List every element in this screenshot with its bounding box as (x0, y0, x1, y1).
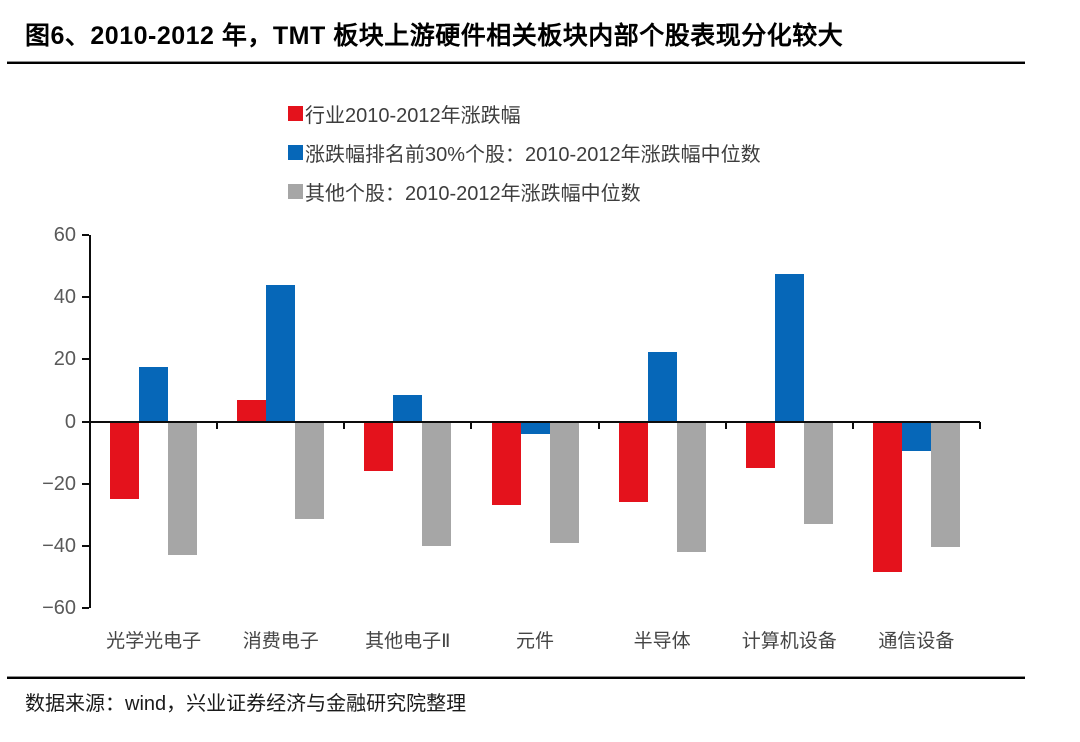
bar (774, 273, 804, 422)
y-axis-tick (82, 544, 89, 547)
y-axis-tick (82, 358, 89, 361)
y-axis-tick-label: −60 (42, 597, 76, 619)
y-axis-tick-label: 0 (64, 410, 76, 433)
x-axis-tick (851, 421, 854, 429)
bar (618, 421, 648, 503)
bar (549, 421, 579, 543)
legend-item: 其他个股：2010-2012年涨跌幅中位数 (288, 178, 761, 205)
legend-item: 涨跌幅排名前30%个股：2010-2012年涨跌幅中位数 (288, 139, 761, 166)
bar (676, 421, 706, 553)
y-axis-tick-label: 60 (53, 224, 76, 246)
x-axis-line (90, 420, 980, 423)
bar (266, 284, 296, 422)
bar (364, 421, 394, 472)
bar (491, 421, 521, 506)
source-note: 数据来源：wind，兴业证券经济与金融研究院整理 (25, 693, 467, 715)
y-axis-tick-label: −40 (42, 534, 76, 557)
y-axis-tick (82, 482, 89, 485)
category-label: 计算机设备 (741, 631, 837, 652)
bar (110, 421, 140, 500)
y-axis-tick (82, 420, 89, 423)
x-axis-tick (216, 421, 219, 429)
bar (647, 351, 677, 422)
title-rule (7, 61, 1025, 64)
category-label: 消费电子 (242, 631, 319, 652)
bar (393, 395, 423, 422)
category-label: 通信设备 (878, 631, 955, 652)
bar (295, 421, 325, 520)
legend-marker-icon (288, 184, 303, 199)
bar (139, 367, 169, 422)
legend-label: 其他个股：2010-2012年涨跌幅中位数 (305, 183, 641, 205)
y-axis-tick-label: −20 (42, 472, 76, 495)
bar (168, 421, 198, 556)
x-axis-tick (979, 421, 981, 429)
x-axis-tick (470, 421, 473, 429)
y-axis-tick (82, 296, 89, 299)
bar (901, 421, 931, 452)
bar (237, 399, 267, 422)
x-axis-tick (597, 421, 600, 429)
legend-marker-icon (288, 145, 303, 160)
bar (422, 421, 452, 546)
y-axis-tick-label: 20 (53, 348, 76, 371)
bar (745, 421, 775, 469)
footer-rule (7, 676, 1025, 679)
y-axis-tick-label: 40 (53, 286, 76, 309)
figure-title: 图6、2010-2012 年，TMT 板块上游硬件相关板块内部个股表现分化较大 (25, 22, 844, 50)
legend-marker-icon (288, 106, 303, 121)
y-axis-tick (82, 234, 89, 236)
legend: 行业2010-2012年涨跌幅涨跌幅排名前30%个股：2010-2012年涨跌幅… (288, 100, 761, 217)
category-label: 光学光电子 (106, 631, 202, 652)
bar (872, 421, 902, 573)
x-axis-tick (724, 421, 727, 429)
category-label: 其他电子Ⅱ (365, 631, 451, 652)
y-axis-tick (82, 607, 89, 609)
bar-chart: 60 40 20 0 −20 −40 −60 光学光电子 消费电子 其他电子Ⅱ 元件 半导体 计算机设备… (42, 224, 981, 652)
bar (520, 421, 550, 434)
legend-label: 行业2010-2012年涨跌幅 (305, 105, 521, 127)
bar (930, 421, 960, 548)
legend-label: 涨跌幅排名前30%个股：2010-2012年涨跌幅中位数 (305, 144, 761, 166)
x-axis-tick (343, 421, 346, 429)
category-label: 元件 (515, 631, 554, 652)
bar (803, 421, 833, 525)
category-label: 半导体 (633, 631, 691, 652)
legend-item: 行业2010-2012年涨跌幅 (288, 100, 761, 127)
